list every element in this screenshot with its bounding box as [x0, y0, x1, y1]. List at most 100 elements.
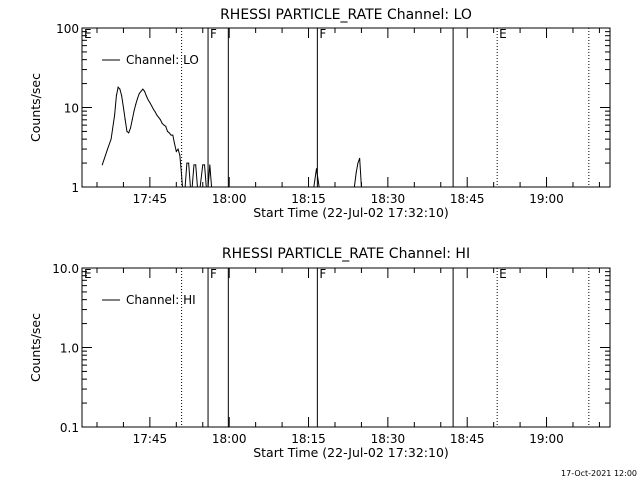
- data-point-18-24-00: [355, 172, 357, 174]
- data-point-17-56-00: [207, 186, 209, 188]
- y-tick-label: 1: [71, 181, 79, 195]
- data-point-17-38-20: [114, 114, 116, 116]
- data-point-17-51-40: [184, 186, 186, 188]
- event-marker-label: F: [210, 267, 217, 281]
- data-point-17-36-00: [101, 164, 103, 166]
- data-point-17-47-20: [161, 122, 163, 124]
- data-point-17-51-00: [181, 174, 183, 176]
- data-point-17-42-20: [135, 103, 137, 105]
- y-tick-label: 10.0: [52, 262, 79, 276]
- y-axis-label: Counts/sec: [28, 73, 43, 142]
- data-point-17-39-00: [117, 86, 119, 88]
- data-point-18-25-00: [360, 186, 362, 188]
- x-tick-label: 19:00: [529, 432, 564, 446]
- x-tick-label: 17:45: [133, 432, 168, 446]
- y-axis-label: Counts/sec: [28, 313, 43, 382]
- data-point-17-54-30: [199, 186, 201, 188]
- event-marker-label: E: [499, 267, 507, 281]
- data-point-17-37-40: [110, 138, 112, 140]
- data-point-17-48-40: [168, 132, 170, 134]
- event-marker-label: E: [84, 27, 92, 41]
- x-tick-label: 18:15: [291, 432, 326, 446]
- y-tick-label: 100: [56, 22, 79, 36]
- data-point-17-38-40: [115, 95, 117, 97]
- x-tick-label: 18:00: [212, 192, 247, 206]
- data-point-17-49-20: [172, 134, 174, 136]
- data-point-17-43-00: [138, 93, 140, 94]
- data-point-17-41-00: [128, 132, 130, 134]
- hi-channel-panel: RHESSI PARTICLE_RATE Channel: HI 0.1 1.0 10…: [28, 246, 611, 460]
- plot-frame: [81, 267, 611, 428]
- data-point-18-23-40: [353, 186, 355, 188]
- legend-label: Channel: HI: [126, 293, 196, 307]
- data-point-17-49-00: [170, 134, 172, 136]
- data-point-17-52-20: [188, 162, 190, 164]
- data-point-17-49-40: [174, 143, 176, 145]
- data-point-17-43-20: [140, 90, 142, 92]
- data-point-17-55-40: [205, 186, 207, 188]
- event-marker-label: E: [84, 267, 92, 281]
- data-point-17-42-00: [133, 110, 135, 112]
- event-marker-label: F: [210, 27, 217, 41]
- x-tick-label: 18:30: [371, 192, 406, 206]
- data-point-17-41-20: [129, 127, 131, 129]
- data-point-17-47-00: [159, 119, 161, 121]
- data-point-17-52-40: [189, 186, 191, 188]
- x-tick-label: 18:30: [371, 432, 406, 446]
- data-point-18-24-40: [359, 157, 361, 159]
- data-point-17-53-00: [191, 186, 193, 188]
- data-point-17-54-00: [196, 186, 198, 188]
- data-point-17-50-00: [175, 150, 177, 152]
- data-point-17-55-20: [204, 164, 206, 166]
- event-marker-label: F: [319, 27, 326, 41]
- data-point-17-56-40: [211, 186, 213, 188]
- data-point-17-51-10: [181, 186, 183, 188]
- event-marker-label: E: [499, 27, 507, 41]
- data-point-17-53-40: [195, 164, 197, 166]
- data-point-17-45-40: [152, 108, 154, 110]
- y-tick-label: 1.0: [60, 342, 79, 356]
- data-point-17-40-40: [126, 130, 128, 132]
- data-point-17-45-20: [151, 105, 153, 107]
- y-tick-label: 10: [64, 102, 79, 116]
- chart-title: RHESSI PARTICLE_RATE Channel: HI: [222, 246, 470, 262]
- x-tick-label: 18:45: [450, 432, 485, 446]
- data-point-17-40-20: [124, 119, 126, 121]
- data-point-17-46-00: [154, 111, 156, 113]
- x-tick-label: 19:00: [529, 192, 564, 206]
- data-point-17-37-00: [107, 148, 109, 150]
- data-point-17-52-00: [186, 162, 188, 164]
- data-point-17-50-40: [179, 154, 181, 156]
- legend-label: Channel: LO: [126, 53, 199, 67]
- plot-frame: [81, 27, 611, 188]
- data-point-18-16-00: [313, 186, 315, 188]
- y-tick-label: 0.1: [60, 421, 79, 435]
- chart-title: RHESSI PARTICLE_RATE Channel: LO: [220, 7, 472, 23]
- data-point-17-55-00: [202, 164, 204, 166]
- x-tick-label: 18:45: [450, 192, 485, 206]
- data-point-18-17-00: [318, 186, 320, 188]
- data-point-17-46-20: [156, 114, 158, 116]
- data-point-17-56-20: [209, 164, 211, 166]
- data-point-18-24-20: [357, 162, 359, 164]
- x-axis-label: Start Time (22-Jul-02 17:32:10): [253, 205, 449, 220]
- data-point-17-47-40: [163, 124, 165, 126]
- plot-timestamp: 17-Oct-2021 12:00: [561, 469, 637, 478]
- x-tick-label: 18:00: [212, 432, 247, 446]
- data-point-17-43-40: [142, 88, 144, 90]
- data-point-18-16-30: [315, 168, 317, 170]
- data-point-17-40-00: [122, 107, 124, 108]
- x-tick-label: 18:15: [291, 192, 326, 206]
- lo-channel-panel: RHESSI PARTICLE_RATE Channel: LO 1 10 100 17…: [28, 7, 611, 220]
- event-marker-label: F: [319, 267, 326, 281]
- x-axis-label: Start Time (22-Jul-02 17:32:10): [253, 445, 449, 460]
- data-point-17-44-40: [147, 99, 149, 101]
- data-point-17-45-00: [149, 102, 151, 104]
- x-tick-label: 17:45: [133, 192, 168, 206]
- data-point-17-39-20: [119, 88, 121, 90]
- data-point-17-48-00: [165, 125, 167, 127]
- series-line-channel-lo: [101, 86, 362, 188]
- data-point-17-42-40: [137, 97, 139, 99]
- data-point-17-53-20: [193, 164, 195, 166]
